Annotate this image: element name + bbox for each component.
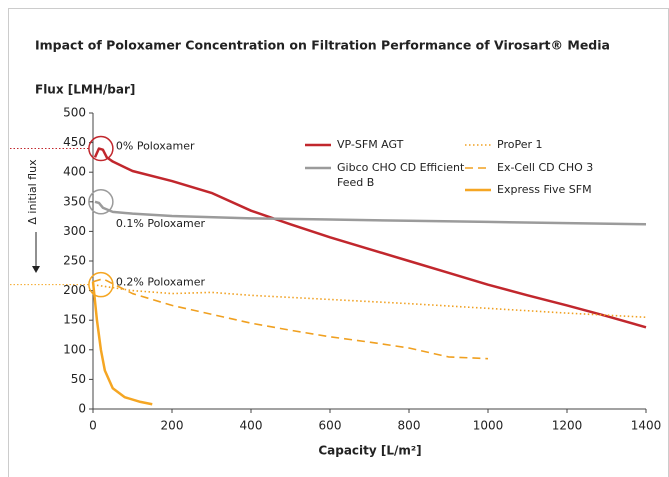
arrow-head (32, 266, 40, 273)
legend-item: Gibco CHO CD Efficient Feed B (337, 161, 465, 189)
x-tick-label: 1000 (473, 419, 504, 433)
legend-item: ProPer 1 (497, 138, 543, 151)
x-tick-label: 600 (319, 419, 342, 433)
x-tick-label: 0 (89, 419, 97, 433)
legend-label: ProPer 1 (497, 138, 543, 151)
frame (8, 8, 669, 477)
annotation-circle (88, 135, 114, 162)
chart-title: Impact of Poloxamer Concentration on Fil… (35, 38, 610, 53)
y-tick-label: 0 (78, 402, 86, 416)
legend-label: Ex-Cell CD CHO 3 (497, 161, 594, 174)
x-tick-label: 800 (398, 419, 421, 433)
y-tick-label: 150 (63, 313, 86, 327)
y-tick-label: 450 (63, 135, 86, 149)
series-line (91, 281, 153, 406)
annotation-label: 0.2% Poloxamer (116, 276, 206, 289)
annotation-label: 0% Poloxamer (116, 140, 195, 153)
legend-label: VP-SFM AGT (337, 138, 404, 151)
legend-item: Express Five SFM (497, 183, 592, 196)
series-line (92, 283, 647, 319)
annotation-label: 0.1% Poloxamer (116, 217, 206, 230)
y-tick-label: 200 (63, 283, 86, 297)
annotation-circle (88, 189, 114, 215)
y-tick-label: 300 (63, 224, 86, 238)
legend-item: Ex-Cell CD CHO 3 (497, 161, 594, 174)
x-tick-label: 1400 (631, 419, 662, 433)
y-tick-label: 400 (63, 165, 86, 179)
x-tick-label: 1200 (552, 419, 583, 433)
legend-item: VP-SFM AGT (337, 138, 404, 151)
y-tick-label: 500 (63, 106, 86, 120)
series-line (93, 147, 647, 329)
y-tick-label: 100 (63, 342, 86, 356)
annotation-circle (88, 271, 114, 298)
y-axis-title: Flux [LMH/bar] (35, 83, 135, 97)
y-tick-label: 50 (71, 372, 86, 386)
series-line (92, 277, 489, 360)
x-axis-title: Capacity [L/m²] (318, 444, 421, 458)
legend-label: Express Five SFM (497, 183, 592, 196)
x-tick-label: 400 (240, 419, 263, 433)
y-tick-label: 350 (63, 194, 86, 208)
series-line (94, 200, 647, 226)
x-tick-label: 200 (161, 419, 184, 433)
y-tick-label: 250 (63, 254, 86, 268)
legend-label: Gibco CHO CD Efficient Feed B (337, 161, 465, 189)
arrow-label: Δ initial flux (26, 159, 39, 225)
